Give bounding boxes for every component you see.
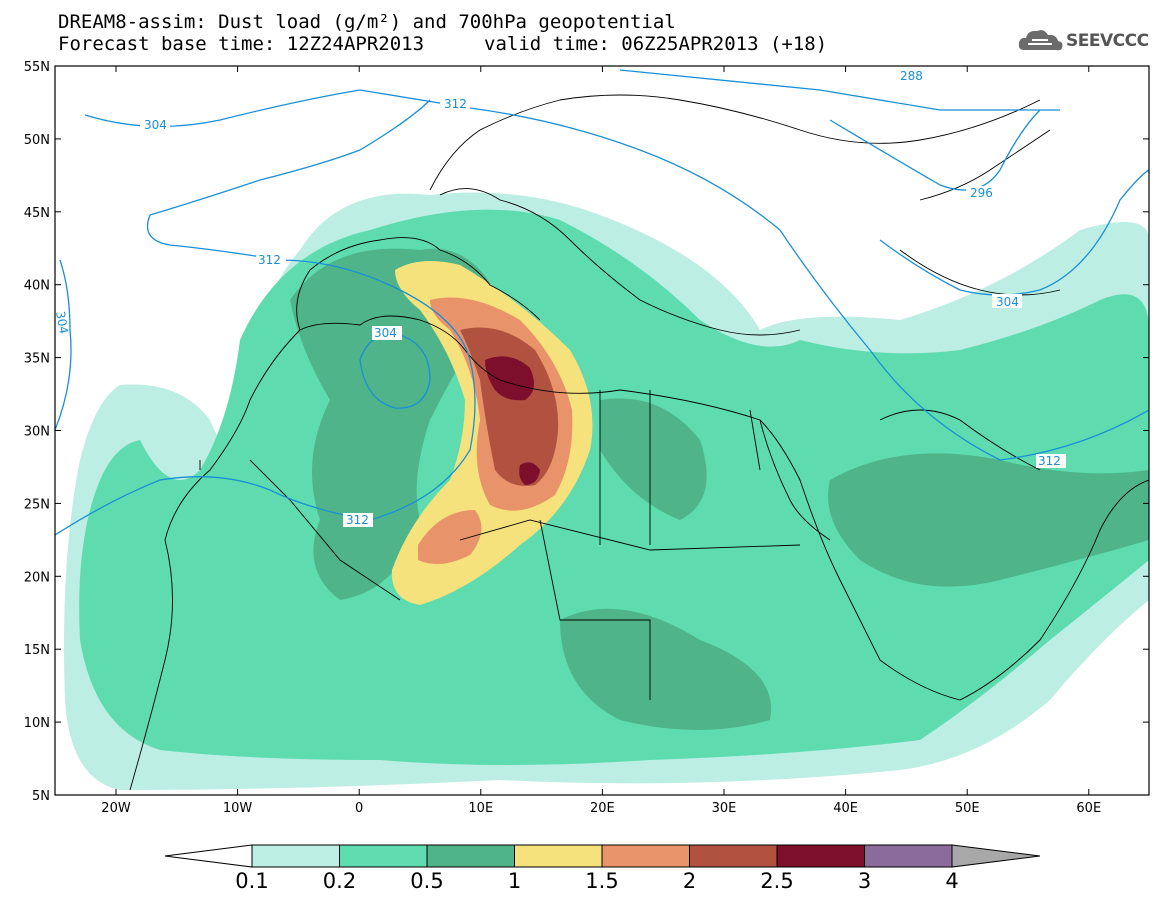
- colorbar-label: 3: [858, 869, 871, 893]
- lon-label: 0: [355, 801, 363, 816]
- logo-text: SEEVCCC: [1066, 31, 1149, 51]
- colorbar-label: 0.5: [410, 869, 443, 893]
- colorbar-label: 4: [945, 869, 958, 893]
- contour-label: 312: [440, 97, 470, 111]
- contour-label: 288: [897, 68, 931, 83]
- contour-label: 304: [53, 310, 71, 335]
- svg-text:304: 304: [374, 326, 397, 340]
- lat-label: 15N: [24, 643, 50, 658]
- contour-label: 304: [140, 118, 170, 132]
- colorbar-high-arrow: [951, 844, 1041, 868]
- lon-label: 20E: [590, 801, 615, 816]
- svg-text:304: 304: [996, 295, 1019, 309]
- contour-label: 312: [256, 253, 286, 267]
- colorbar-label: 2: [683, 869, 696, 893]
- lat-label: 55N: [24, 60, 50, 75]
- contour-label: 296: [966, 186, 996, 200]
- colorbar-segment: [689, 844, 778, 868]
- colorbar-segment: [864, 844, 953, 868]
- colorbar-segment: [251, 844, 340, 868]
- lon-label: 40E: [833, 801, 858, 816]
- geopotential-contours: [55, 69, 1149, 536]
- colorbar-label: 2.5: [760, 869, 793, 893]
- svg-text:312: 312: [258, 253, 281, 267]
- contour-label: 312: [1036, 454, 1066, 468]
- latitude-labels: 55N 50N 45N 40N 35N 30N 25N 20N 15N 10N 5N: [24, 60, 50, 804]
- lat-label: 25N: [24, 497, 50, 512]
- svg-text:304: 304: [53, 310, 71, 335]
- svg-text:296: 296: [970, 186, 993, 200]
- colorbar-segment: [601, 844, 690, 868]
- lon-label: 10W: [223, 801, 253, 816]
- longitude-labels: 20W 10W 0 10E 20E 30E 40E 50E 60E: [101, 801, 1101, 816]
- lat-label: 40N: [24, 279, 50, 294]
- chart-title: DREAM8-assim: Dust load (g/m²) and 700hP…: [58, 11, 676, 33]
- lat-label: 30N: [24, 425, 50, 440]
- lat-label: 50N: [24, 133, 50, 148]
- lon-label: 10E: [468, 801, 493, 816]
- dust-band-0.5-b: [560, 608, 772, 730]
- svg-text:304: 304: [144, 118, 167, 132]
- lon-label: 50E: [955, 801, 980, 816]
- dust-shading: [64, 192, 1149, 790]
- forecast-base-time: Forecast base time: 12Z24APR2013: [58, 33, 425, 55]
- dust-band-1.5-b: [418, 510, 482, 564]
- contour-label: 304: [372, 326, 402, 340]
- svg-text:288: 288: [900, 69, 923, 83]
- colorbar-segment: [776, 844, 865, 868]
- colorbar-label: 1: [508, 869, 521, 893]
- lat-label: 20N: [24, 570, 50, 585]
- dust-band-2.5-b: [519, 462, 540, 485]
- colorbar-label: 1.5: [585, 869, 618, 893]
- coastlines: [129, 94, 1149, 791]
- axis-ticks: [55, 65, 1149, 796]
- dust-band-2: [460, 327, 559, 486]
- lat-label: 10N: [24, 716, 50, 731]
- colorbar-segment: [339, 844, 428, 868]
- lat-label: 5N: [32, 789, 50, 804]
- colorbar-label: 0.1: [235, 869, 268, 893]
- svg-text:312: 312: [444, 97, 467, 111]
- colorbar-low-arrow: [164, 844, 253, 868]
- lat-label: 45N: [24, 206, 50, 221]
- colorbar-label: 0.2: [323, 869, 356, 893]
- colorbar-segment: [514, 844, 603, 868]
- svg-text:312: 312: [1038, 454, 1061, 468]
- lon-label: 30E: [712, 801, 737, 816]
- dust-band-0.5-c: [828, 453, 1149, 587]
- dust-band-0.5-d: [600, 398, 707, 520]
- lon-label: 20W: [101, 801, 131, 816]
- cloud-logo-icon: [1018, 30, 1063, 51]
- colorbar-segment: [426, 844, 515, 868]
- contour-label: 304: [992, 294, 1022, 309]
- contour-labels: 304 312 288 296 312 304 304 312 312 304: [53, 68, 1066, 527]
- dust-band-2.5: [485, 356, 534, 401]
- colorbar: 0.1 0.2 0.5 1 1.5 2 2.5 3 4: [164, 844, 1041, 893]
- valid-time: valid time: 06Z25APR2013 (+18): [484, 33, 828, 55]
- seevccc-logo: SEEVCCC: [1018, 26, 1158, 56]
- lat-label: 35N: [24, 352, 50, 367]
- svg-text:312: 312: [346, 513, 369, 527]
- lon-label: 60E: [1076, 801, 1101, 816]
- contour-label: 312: [343, 513, 373, 527]
